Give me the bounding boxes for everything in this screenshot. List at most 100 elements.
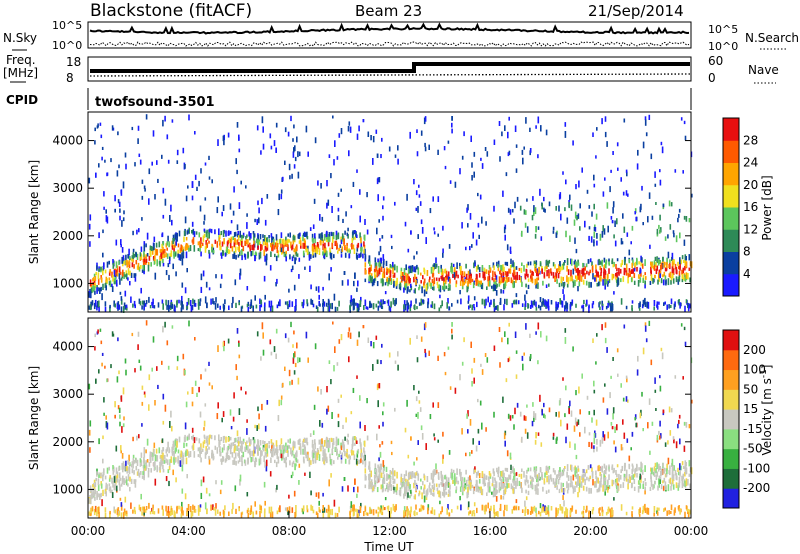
velocity-echo-cell: [199, 507, 201, 512]
velocity-echo-cell: [481, 369, 484, 375]
power-echo-cell: [148, 255, 151, 261]
power-echo-cell: [145, 258, 148, 263]
power-echo-cell: [301, 301, 303, 307]
power-echo-cell: [340, 128, 343, 135]
velocity-echo-cell: [327, 405, 330, 412]
velocity-echo-cell: [220, 458, 222, 462]
velocity-echo-cell: [493, 411, 495, 418]
velocity-echo-cell: [208, 435, 210, 441]
velocity-echo-cell: [138, 434, 140, 439]
velocity-echo-cell: [190, 511, 193, 518]
power-echo-cell: [264, 302, 266, 307]
power-echo-cell: [623, 118, 626, 123]
power-echo-cell: [341, 233, 344, 240]
velocity-echo-cell: [108, 483, 111, 487]
power-echo-cell: [555, 306, 557, 312]
power-echo-cell: [447, 271, 450, 278]
power-echo-cell: [504, 298, 506, 305]
power-echo-cell: [572, 140, 574, 146]
power-echo-cell: [654, 274, 656, 279]
velocity-echo-cell: [187, 451, 190, 455]
velocity-echo-cell: [222, 436, 225, 443]
velocity-echo-cell: [356, 452, 359, 458]
velocity-echo-cell: [125, 460, 127, 467]
velocity-echo-cell: [90, 497, 92, 505]
velocity-echo-cell: [571, 508, 573, 512]
power-echo-cell: [336, 156, 339, 160]
velocity-echo-cell: [559, 504, 561, 511]
velocity-echo-cell: [420, 336, 423, 342]
velocity-echo-cell: [582, 485, 585, 491]
velocity-echo-cell: [323, 459, 325, 464]
power-echo-cell: [208, 249, 210, 254]
velocity-echo-cell: [328, 360, 331, 364]
power-echo-cell: [512, 260, 514, 267]
power-echo-cell: [89, 241, 91, 247]
velocity-echo-cell: [560, 419, 562, 427]
power-echo-cell: [615, 275, 618, 282]
velocity-echo-cell: [451, 328, 453, 334]
velocity-echo-cell: [236, 439, 239, 444]
velocity-echo-cell: [369, 473, 371, 479]
power-echo-cell: [265, 253, 268, 261]
power-echo-cell: [292, 234, 295, 242]
velocity-echo-cell: [120, 512, 123, 519]
velocity-echo-cell: [122, 467, 124, 473]
power-echo-cell: [415, 298, 417, 304]
power-echo-cell: [99, 288, 101, 294]
velocity-echo-cell: [121, 426, 123, 433]
power-echo-cell: [364, 248, 366, 256]
velocity-echo-cell: [218, 434, 220, 441]
power-echo-cell: [233, 232, 236, 238]
power-colorbar-segment: [723, 273, 739, 297]
power-echo-cell: [500, 277, 503, 284]
velocity-echo-cell: [628, 464, 631, 470]
power-echo-cell: [232, 236, 235, 241]
velocity-echo-cell: [456, 468, 458, 475]
power-colorbar-segment: [723, 162, 739, 186]
velocity-echo-cell: [214, 445, 217, 450]
velocity-echo-cell: [387, 505, 390, 512]
velocity-echo-cell: [367, 337, 370, 343]
velocity-echo-cell: [622, 397, 625, 402]
power-echo-cell: [393, 272, 396, 278]
velocity-echo-cell: [656, 462, 658, 470]
power-echo-cell: [525, 290, 528, 295]
power-echo-cell: [286, 244, 288, 247]
velocity-echo-cell: [326, 386, 328, 393]
velocity-echo-cell: [558, 411, 560, 418]
velocity-echo-cell: [608, 466, 610, 471]
power-echo-cell: [343, 238, 345, 245]
power-echo-cell: [529, 127, 531, 132]
velocity-echo-cell: [344, 458, 347, 464]
power-echo-cell: [410, 285, 413, 291]
power-echo-cell: [254, 218, 256, 223]
power-echo-cell: [121, 220, 123, 227]
velocity-echo-cell: [308, 460, 311, 467]
power-echo-cell: [451, 303, 453, 307]
power-echo-cell: [416, 278, 418, 284]
power-echo-cell: [324, 246, 326, 253]
power-echo-cell: [280, 243, 282, 248]
velocity-echo-cell: [114, 509, 116, 514]
velocity-echo-cell: [98, 474, 100, 478]
velocity-echo-cell: [370, 470, 372, 478]
velocity-echo-cell: [341, 452, 344, 458]
power-echo-cell: [460, 298, 462, 305]
velocity-echo-cell: [174, 458, 177, 463]
velocity-echo-cell: [289, 381, 291, 386]
power-echo-cell: [579, 275, 581, 282]
velocity-echo-cell: [292, 460, 295, 465]
velocity-echo-cell: [306, 508, 309, 513]
power-echo-cell: [259, 234, 262, 240]
power-echo-cell: [622, 191, 625, 196]
velocity-echo-cell: [672, 484, 675, 490]
power-echo-cell: [120, 306, 123, 313]
power-echo-cell: [565, 230, 567, 238]
velocity-echo-cell: [515, 506, 517, 510]
power-echo-cell: [325, 230, 328, 237]
power-echo-cell: [93, 302, 96, 310]
velocity-echo-cell: [641, 391, 643, 397]
power-echo-cell: [143, 265, 145, 272]
power-echo-cell: [127, 277, 129, 281]
